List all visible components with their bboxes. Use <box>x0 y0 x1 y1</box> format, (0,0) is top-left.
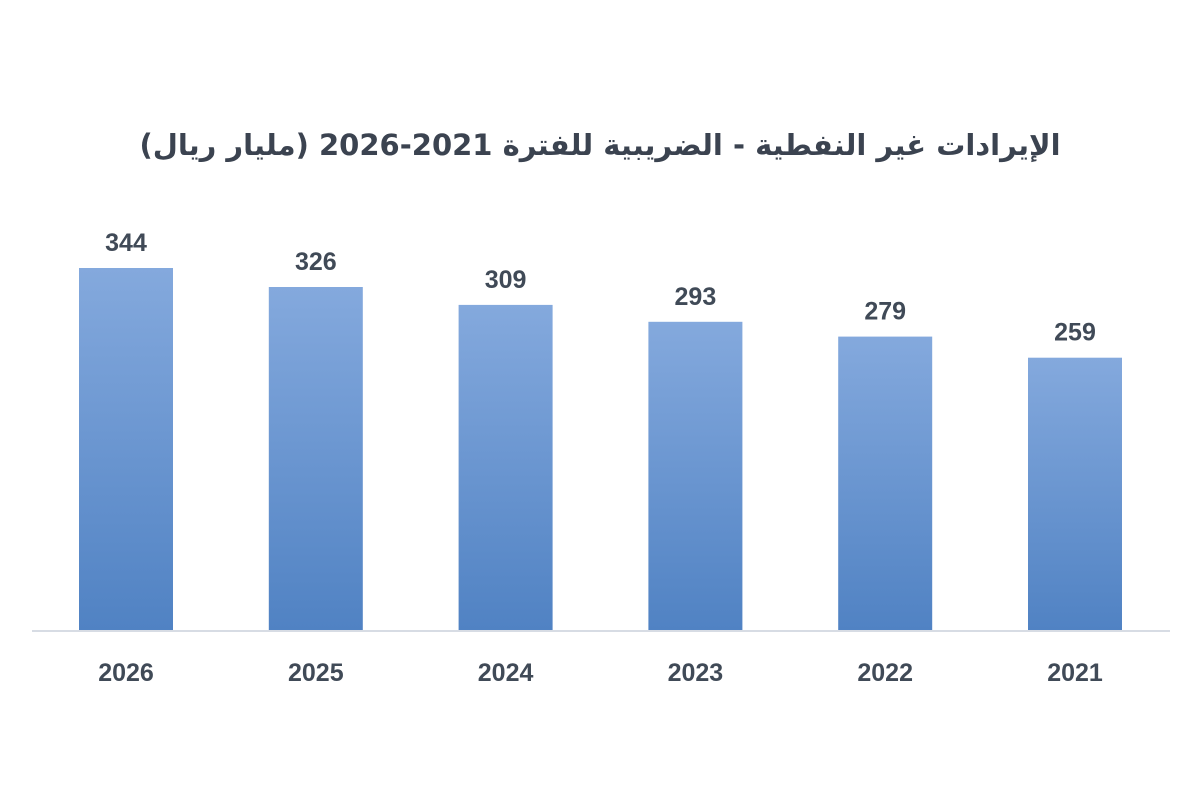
data-label-2025: 326 <box>295 248 337 276</box>
bar-2026 <box>79 268 173 631</box>
data-label-2022: 279 <box>864 298 906 326</box>
data-label-2023: 293 <box>675 283 717 311</box>
bar-2023 <box>648 321 743 631</box>
x-tick-2021: 2021 <box>1047 659 1103 687</box>
x-tick-2023: 2023 <box>668 659 724 687</box>
data-label-2026: 344 <box>105 229 147 257</box>
x-tick-labels: 2026 2025 2024 2023 2022 2021 <box>98 659 1103 687</box>
bar-2025 <box>268 287 363 631</box>
data-label-2021: 259 <box>1054 319 1096 347</box>
data-label-2024: 309 <box>485 266 527 294</box>
x-tick-2025: 2025 <box>288 659 344 687</box>
bar-2021 <box>1028 357 1122 631</box>
x-tick-2022: 2022 <box>857 659 913 687</box>
chart-title: الإيرادات غير النفطية - الضريبية للفترة … <box>139 128 1061 162</box>
bars-group: 344 326 309 293 279 259 <box>79 229 1122 631</box>
x-tick-2024: 2024 <box>478 659 534 687</box>
bar-2024 <box>458 304 553 631</box>
bar-2022 <box>838 336 933 631</box>
x-tick-2026: 2026 <box>98 659 154 687</box>
